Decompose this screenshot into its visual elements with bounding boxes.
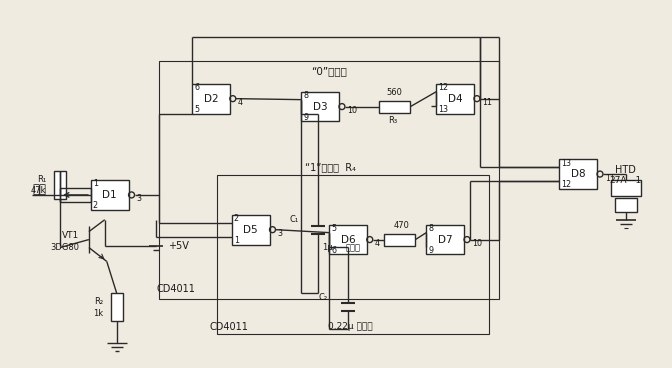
Text: 1: 1 xyxy=(234,236,239,245)
Text: 11: 11 xyxy=(482,98,492,107)
Text: 4: 4 xyxy=(375,239,380,248)
Text: 47k: 47k xyxy=(31,187,46,195)
Text: CD4011: CD4011 xyxy=(210,322,248,332)
Bar xyxy=(329,225,367,254)
Text: 9: 9 xyxy=(303,113,308,122)
Text: “1”振荡器  R₄: “1”振荡器 R₄ xyxy=(304,162,355,172)
Bar xyxy=(192,84,230,114)
Text: 3: 3 xyxy=(136,194,142,204)
Text: HTD: HTD xyxy=(616,165,636,175)
Bar xyxy=(559,159,597,189)
Text: 5: 5 xyxy=(194,105,199,114)
Bar xyxy=(384,234,415,245)
Bar xyxy=(54,171,66,199)
Text: 10: 10 xyxy=(472,239,482,248)
Text: R₂: R₂ xyxy=(93,297,103,305)
Text: 1: 1 xyxy=(93,180,98,188)
Text: 探头: 探头 xyxy=(32,184,46,197)
Text: D3: D3 xyxy=(312,102,327,112)
Bar xyxy=(426,225,464,254)
Text: D6: D6 xyxy=(341,234,355,245)
Text: 560: 560 xyxy=(386,88,403,97)
Text: 12: 12 xyxy=(561,180,571,190)
Text: 0.22μ 鉅电容: 0.22μ 鉅电容 xyxy=(328,322,373,332)
Text: D2: D2 xyxy=(204,93,218,104)
Bar xyxy=(91,180,128,210)
Text: 13: 13 xyxy=(561,159,571,168)
Text: CD4011: CD4011 xyxy=(157,284,196,294)
Text: R₃: R₃ xyxy=(388,116,397,125)
Text: D4: D4 xyxy=(448,93,462,104)
Text: 5: 5 xyxy=(331,224,336,233)
Text: 8: 8 xyxy=(428,224,433,233)
Text: 1k: 1k xyxy=(93,308,103,318)
Text: “0”振荡器: “0”振荡器 xyxy=(311,66,347,76)
Bar xyxy=(111,293,122,321)
Text: 6: 6 xyxy=(194,83,199,92)
Text: 2: 2 xyxy=(234,214,239,223)
Text: 11: 11 xyxy=(605,174,615,183)
Text: D7: D7 xyxy=(438,234,452,245)
Text: D5: D5 xyxy=(243,224,258,235)
Text: VT1: VT1 xyxy=(62,231,79,240)
Text: 1μ: 1μ xyxy=(322,243,333,252)
Text: 9: 9 xyxy=(428,246,433,255)
Bar xyxy=(615,198,636,212)
Text: 13: 13 xyxy=(438,105,448,114)
Bar xyxy=(436,84,474,114)
Bar xyxy=(232,215,269,245)
Text: 470: 470 xyxy=(394,221,409,230)
Text: D1: D1 xyxy=(102,190,117,200)
Text: +5V: +5V xyxy=(168,241,189,251)
Bar xyxy=(611,180,640,196)
Text: 6: 6 xyxy=(331,246,336,255)
Text: 12: 12 xyxy=(438,83,448,92)
Text: D8: D8 xyxy=(571,169,585,179)
Text: 3: 3 xyxy=(278,229,282,238)
Text: C₁: C₁ xyxy=(289,215,298,224)
Bar xyxy=(217,175,489,334)
Text: C₂: C₂ xyxy=(319,293,328,302)
Text: 10: 10 xyxy=(347,106,357,115)
Bar xyxy=(159,61,499,299)
Text: 2: 2 xyxy=(93,201,98,210)
Bar xyxy=(301,92,339,121)
Bar xyxy=(379,100,411,113)
Text: 27A—1: 27A—1 xyxy=(610,176,642,184)
Text: 鉅电容: 鉅电容 xyxy=(346,243,361,252)
Text: R₁: R₁ xyxy=(37,174,46,184)
Text: 3DG80: 3DG80 xyxy=(50,243,79,252)
Text: 4: 4 xyxy=(238,98,243,107)
Text: 8: 8 xyxy=(303,91,308,100)
